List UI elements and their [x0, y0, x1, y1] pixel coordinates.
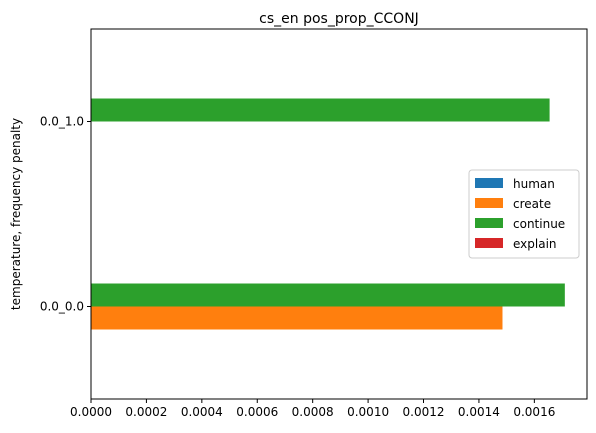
- x-tick-label: 0.0014: [458, 405, 500, 419]
- x-tick-label: 0.0010: [347, 405, 389, 419]
- y-axis-label: temperature, frequency penalty: [9, 118, 23, 310]
- legend-label-continue: continue: [513, 217, 565, 231]
- legend: human create continue explain: [468, 169, 580, 259]
- bar-continue-0.0_0.0: [91, 283, 565, 307]
- legend-swatch-human: [475, 178, 503, 188]
- bar-create-0.0_0.0: [91, 306, 503, 330]
- x-tick-label: 0.0000: [70, 405, 112, 419]
- y-axis-ticks: 0.0_0.0 0.0_1.0: [40, 115, 91, 314]
- legend-box: [468, 169, 580, 259]
- legend-label-create: create: [513, 197, 551, 211]
- x-tick-label: 0.0008: [292, 405, 334, 419]
- bar-continue-0.0_1.0: [91, 98, 550, 122]
- legend-swatch-explain: [475, 238, 503, 248]
- x-tick-label: 0.0016: [513, 405, 555, 419]
- legend-swatch-create: [475, 198, 503, 208]
- chart-title: cs_en pos_prop_CCONJ: [259, 11, 419, 27]
- x-tick-label: 0.0012: [403, 405, 445, 419]
- x-tick-label: 0.0002: [125, 405, 167, 419]
- y-tick-label: 0.0_0.0: [40, 300, 84, 314]
- legend-swatch-continue: [475, 218, 503, 228]
- plot-frame: [90, 28, 588, 400]
- x-tick-label: 0.0006: [236, 405, 278, 419]
- bars: [91, 98, 565, 330]
- legend-label-human: human: [513, 177, 555, 191]
- x-axis-ticks: 0.0000 0.0002 0.0004 0.0006 0.0008 0.0010 0.00…: [70, 399, 555, 419]
- x-tick-label: 0.0004: [181, 405, 223, 419]
- y-tick-label: 0.0_1.0: [40, 115, 84, 129]
- legend-label-explain: explain: [513, 237, 557, 251]
